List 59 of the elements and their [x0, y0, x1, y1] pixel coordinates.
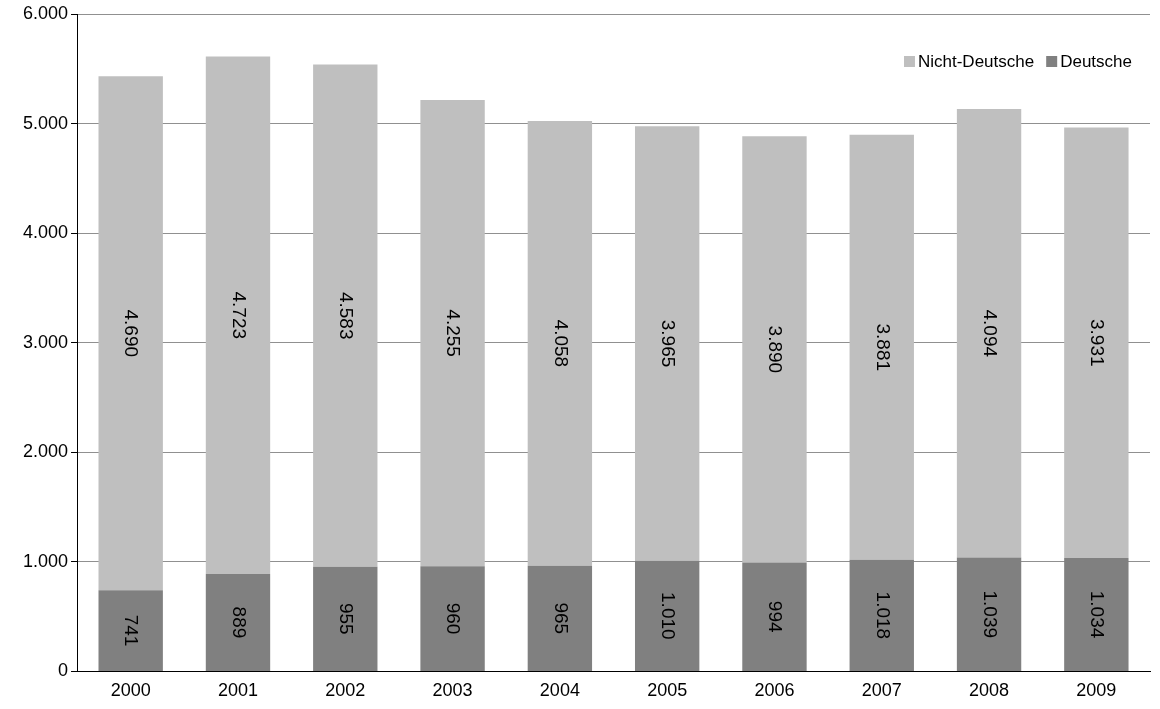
y-tick-label: 6.000 [23, 2, 69, 23]
data-label: 741 [121, 614, 143, 647]
x-tick-label: 2009 [1076, 680, 1117, 701]
bar [313, 64, 378, 567]
data-label: 960 [443, 602, 465, 635]
data-label: 994 [765, 600, 787, 633]
bar [420, 100, 485, 567]
y-tick-label: 5.000 [23, 112, 69, 133]
data-label: 4.094 [979, 309, 1001, 358]
bar [742, 136, 807, 563]
x-tick-label: 2003 [432, 680, 473, 701]
x-tick-label: 2002 [325, 680, 366, 701]
bar [313, 566, 378, 671]
data-label: 3.890 [765, 325, 787, 374]
data-label: 3.965 [657, 319, 679, 368]
x-tick-label: 2001 [217, 680, 259, 701]
bar [205, 574, 271, 671]
x-tick-label: 2008 [969, 680, 1010, 701]
bar [527, 565, 593, 671]
data-label: 4.255 [443, 309, 465, 357]
data-label: 955 [336, 602, 358, 635]
data-label: 1.018 [872, 591, 894, 640]
bar [849, 559, 914, 671]
y-tick-label: 3.000 [23, 331, 69, 352]
x-tick-label: 2005 [647, 680, 688, 701]
bar [527, 121, 593, 566]
x-tick-label: 2000 [110, 680, 151, 701]
bar [1064, 558, 1129, 671]
bar [849, 134, 914, 560]
bar [98, 76, 163, 591]
legend-label: Deutsche [1060, 51, 1133, 71]
bar [98, 590, 163, 671]
y-tick-label: 0 [58, 660, 69, 681]
bar [1064, 127, 1129, 559]
x-tick-label: 2006 [754, 680, 795, 701]
bar [634, 560, 700, 671]
bar [634, 126, 700, 561]
data-label: 1.034 [1087, 590, 1109, 639]
y-tick-label: 4.000 [23, 222, 69, 243]
data-label: 4.690 [121, 309, 143, 358]
bar [956, 557, 1022, 671]
data-label: 4.583 [336, 291, 358, 340]
y-tick-label: 2.000 [23, 441, 69, 462]
data-label: 1.039 [979, 590, 1001, 638]
data-label: 965 [550, 602, 572, 635]
y-tick-label: 1.000 [23, 550, 69, 571]
data-label: 1.010 [657, 592, 679, 640]
x-tick-label: 2007 [861, 680, 902, 701]
bar [420, 566, 485, 671]
bar [205, 56, 271, 574]
data-label: 889 [228, 606, 250, 639]
bar [742, 562, 807, 671]
data-label: 4.723 [228, 291, 250, 340]
legend-label: Nicht-Deutsche [917, 51, 1035, 71]
data-label: 3.931 [1087, 318, 1109, 367]
data-label: 4.058 [550, 319, 572, 368]
data-label: 3.881 [872, 323, 894, 372]
bar [956, 108, 1022, 558]
x-tick-label: 2004 [539, 680, 580, 701]
